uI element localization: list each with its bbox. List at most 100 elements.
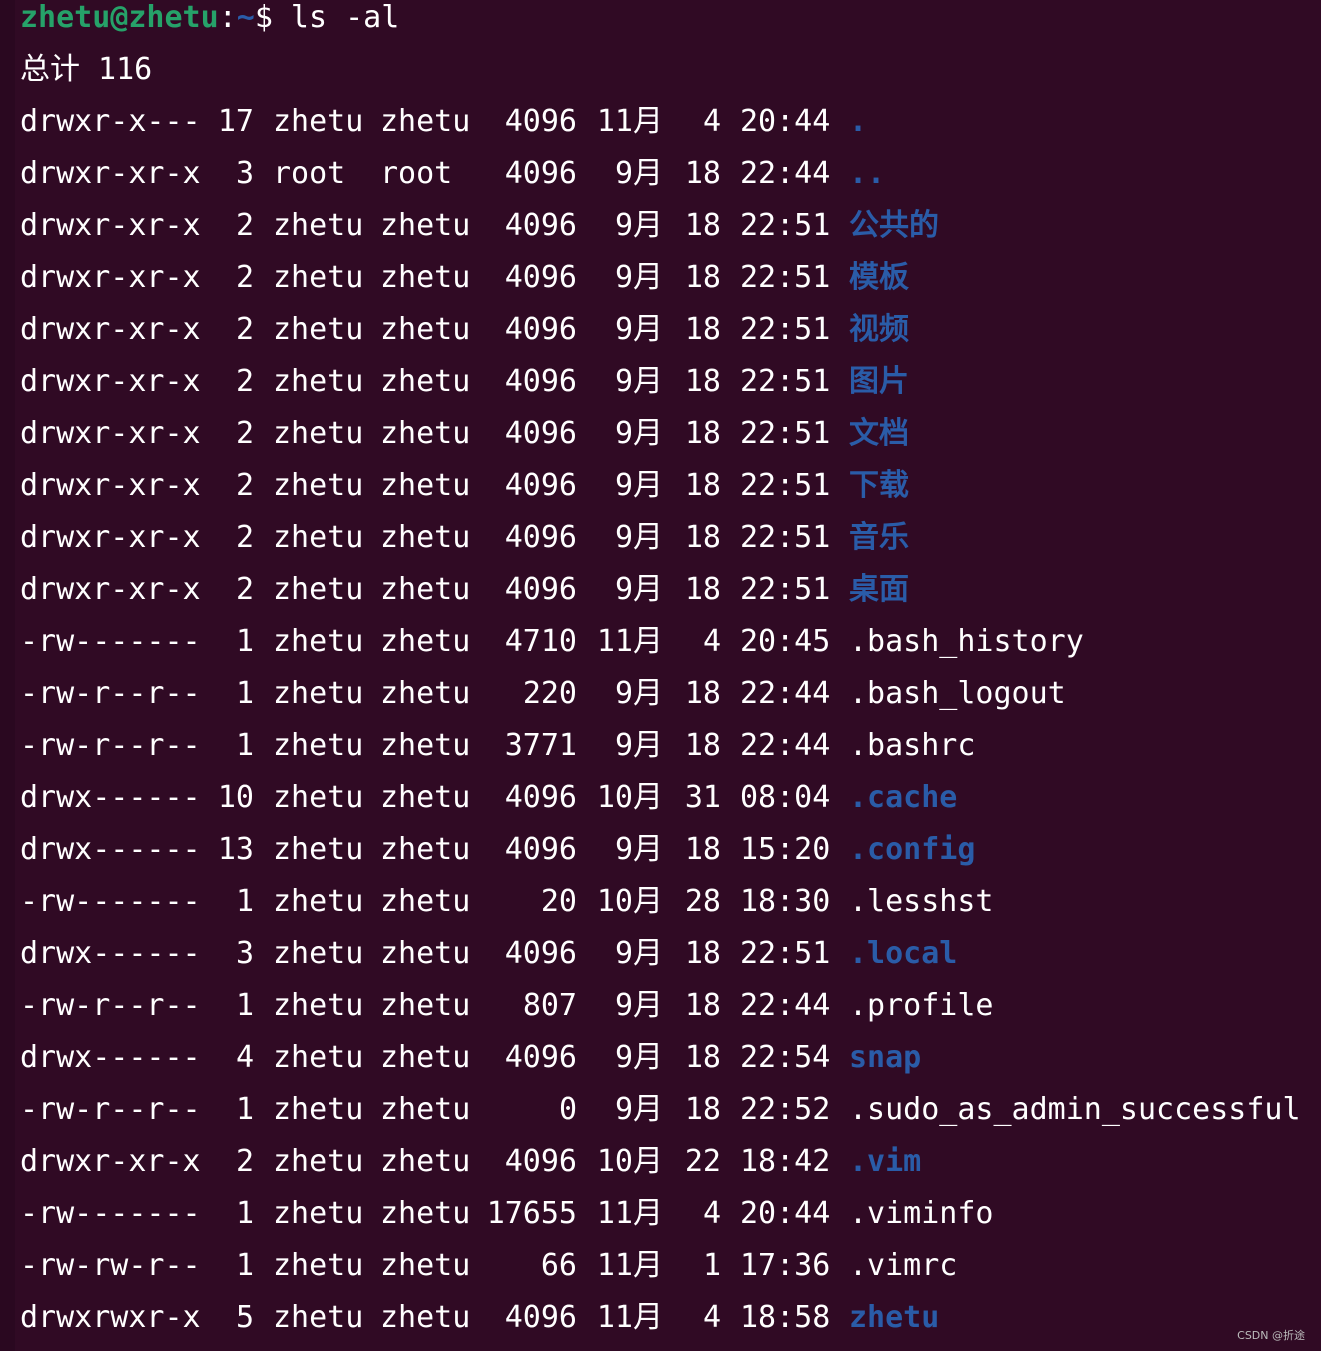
col-owner: zhetu: [273, 364, 364, 399]
col-time: 20:44: [740, 1196, 831, 1231]
col-time: 22:44: [740, 728, 831, 763]
col-day: 4: [702, 104, 721, 139]
col-time: 18:58: [740, 1300, 831, 1335]
col-size: 4096: [504, 468, 577, 503]
col-links: 2: [235, 1144, 254, 1179]
col-owner: root: [273, 156, 346, 191]
col-name: .: [849, 104, 868, 139]
col-name: .lesshst: [849, 884, 994, 919]
col-perm: -rw-------: [20, 1196, 201, 1231]
col-time: 22:51: [740, 312, 831, 347]
col-owner: zhetu: [273, 624, 364, 659]
listing-row: -rw-r--r-- 1 zhetu zhetu 0 9月 18 22:52 .sudo_as_…: [20, 1084, 1320, 1136]
col-owner: zhetu: [273, 832, 364, 867]
listing-row: -rw-r--r-- 1 zhetu zhetu 220 9月 18 22:44 .bash_l…: [20, 668, 1320, 720]
col-links: 3: [235, 936, 254, 971]
col-owner: zhetu: [273, 936, 364, 971]
listing-row: drwxr-xr-x 2 zhetu zhetu 4096 9月 18 22:51 下载: [20, 460, 1320, 512]
col-group: zhetu: [380, 624, 471, 659]
col-links: 13: [217, 832, 254, 867]
col-time: 22:52: [740, 1092, 831, 1127]
col-day: 18: [684, 936, 721, 971]
col-perm: -rw-------: [20, 624, 201, 659]
col-day: 18: [684, 156, 721, 191]
col-size: 4096: [504, 1300, 577, 1335]
col-group: zhetu: [380, 260, 471, 295]
col-time: 08:04: [740, 780, 831, 815]
listing-row: drwxrwxr-x 5 zhetu zhetu 4096 11月 4 18:58 zhetu: [20, 1292, 1320, 1344]
col-day: 28: [684, 884, 721, 919]
listing-row: -rw-rw-r-- 1 zhetu zhetu 66 11月 1 17:36 .vimrc: [20, 1240, 1320, 1292]
col-name: 图片: [849, 364, 909, 399]
col-perm: drwxr-xr-x: [20, 1144, 201, 1179]
col-size: 3771: [504, 728, 577, 763]
col-links: 2: [235, 208, 254, 243]
col-month: 9月: [614, 1040, 663, 1075]
col-perm: drwxr-xr-x: [20, 312, 201, 347]
col-size: 4096: [504, 1144, 577, 1179]
col-perm: -rw-r--r--: [20, 1092, 201, 1127]
col-perm: -rw-rw-r--: [20, 1248, 201, 1283]
prompt-symbol: $: [254, 0, 273, 35]
col-name: 桌面: [849, 572, 909, 607]
col-perm: drwxr-xr-x: [20, 156, 201, 191]
col-size: 4096: [504, 416, 577, 451]
col-time: 22:51: [740, 364, 831, 399]
col-name: .profile: [849, 988, 994, 1023]
col-time: 22:51: [740, 936, 831, 971]
col-name: 模板: [849, 260, 909, 295]
listing-row: drwxr-xr-x 2 zhetu zhetu 4096 9月 18 22:51 文档: [20, 408, 1320, 460]
col-day: 18: [684, 1040, 721, 1075]
col-group: zhetu: [380, 312, 471, 347]
col-owner: zhetu: [273, 676, 364, 711]
col-day: 18: [684, 728, 721, 763]
col-perm: drwxr-x---: [20, 104, 201, 139]
col-links: 2: [235, 416, 254, 451]
col-name: 文档: [849, 416, 909, 451]
col-owner: zhetu: [273, 1040, 364, 1075]
col-day: 4: [702, 1300, 721, 1335]
col-size: 4096: [504, 260, 577, 295]
col-month: 9月: [614, 468, 663, 503]
listing-row: -rw------- 1 zhetu zhetu 20 10月 28 18:30 .lesshs…: [20, 876, 1320, 928]
col-perm: drwxr-xr-x: [20, 468, 201, 503]
col-time: 22:51: [740, 520, 831, 555]
col-group: zhetu: [380, 1300, 471, 1335]
prompt-sep: :: [218, 0, 237, 35]
col-name: 公共的: [849, 208, 939, 243]
listing-row: drwx------ 4 zhetu zhetu 4096 9月 18 22:54 snap: [20, 1032, 1320, 1084]
listing-row: drwxr-xr-x 2 zhetu zhetu 4096 9月 18 22:51 桌面: [20, 564, 1320, 616]
col-links: 2: [235, 572, 254, 607]
col-day: 18: [684, 260, 721, 295]
col-month: 9月: [614, 416, 663, 451]
col-month: 11月: [596, 1300, 663, 1335]
watermark: CSDN @折途: [1237, 1329, 1305, 1342]
col-owner: zhetu: [273, 728, 364, 763]
col-time: 22:51: [740, 260, 831, 295]
col-day: 18: [684, 364, 721, 399]
col-day: 4: [702, 624, 721, 659]
col-group: zhetu: [380, 676, 471, 711]
listing-row: drwxr-xr-x 2 zhetu zhetu 4096 9月 18 22:51 公共的: [20, 200, 1320, 252]
col-perm: drwxrwxr-x: [20, 1300, 201, 1335]
col-group: root: [380, 156, 453, 191]
col-day: 4: [702, 1196, 721, 1231]
col-links: 1: [235, 728, 254, 763]
col-owner: zhetu: [273, 416, 364, 451]
col-size: 4096: [504, 1040, 577, 1075]
col-size: 4096: [504, 208, 577, 243]
col-links: 5: [235, 1300, 254, 1335]
listing-row: -rw------- 1 zhetu zhetu 4710 11月 4 20:45 .bash_…: [20, 616, 1320, 668]
listing-row: drwxr-xr-x 2 zhetu zhetu 4096 9月 18 22:51 音乐: [20, 512, 1320, 564]
col-size: 4096: [504, 832, 577, 867]
col-name: .cache: [849, 780, 958, 815]
col-month: 9月: [614, 312, 663, 347]
col-day: 1: [702, 1248, 721, 1283]
col-day: 18: [684, 312, 721, 347]
col-time: 18:42: [740, 1144, 831, 1179]
col-month: 9月: [614, 728, 663, 763]
col-owner: zhetu: [273, 260, 364, 295]
col-size: 220: [522, 676, 577, 711]
listing-row: drwxr-xr-x 2 zhetu zhetu 4096 9月 18 22:51 视频: [20, 304, 1320, 356]
col-group: zhetu: [380, 520, 471, 555]
